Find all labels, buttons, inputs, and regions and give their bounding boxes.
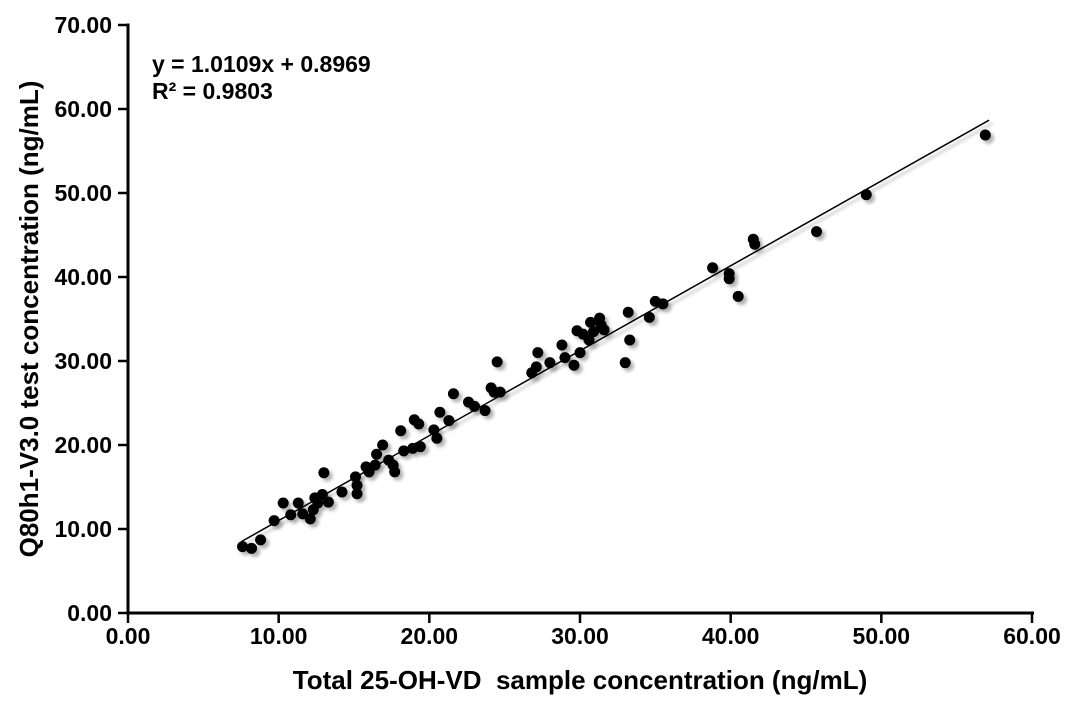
data-point [377, 439, 389, 451]
data-point [532, 347, 544, 359]
data-points [237, 129, 991, 554]
data-point [431, 432, 443, 444]
x-tick-label: 30.00 [551, 623, 609, 649]
data-point [979, 129, 991, 141]
data-point [723, 273, 735, 285]
x-tick-label: 10.00 [250, 623, 308, 649]
data-point [657, 298, 669, 310]
data-point [322, 496, 334, 508]
data-point [316, 489, 328, 501]
data-point [318, 467, 330, 479]
x-axis-ticks: 0.00 10.00 20.00 30.00 40.00 50.00 60.00 [106, 613, 1061, 649]
data-point [447, 388, 459, 400]
r-squared-label: R² = 0.9803 [152, 78, 273, 104]
data-point [351, 479, 363, 491]
data-point [598, 324, 610, 336]
data-point [491, 356, 503, 368]
data-point [255, 534, 267, 546]
data-point [643, 311, 655, 323]
x-axis-title: Total 25-OH-VD sample concentration (ng/… [293, 665, 867, 695]
x-tick-label: 20.00 [401, 623, 459, 649]
x-tick-label: 40.00 [702, 623, 760, 649]
data-point [398, 445, 410, 457]
data-point [292, 497, 304, 509]
y-tick-label: 30.00 [54, 348, 112, 374]
data-point [371, 448, 383, 460]
x-tick-label: 0.00 [106, 623, 151, 649]
data-point [707, 262, 719, 274]
y-tick-label: 60.00 [54, 96, 112, 122]
data-point [285, 509, 297, 521]
data-point [351, 488, 363, 500]
data-point [414, 441, 426, 453]
data-point [568, 359, 580, 371]
y-axis-ticks: 0.00 10.00 20.00 30.00 40.00 50.00 60.00 70.00 [54, 12, 128, 626]
data-point [479, 405, 491, 417]
data-point [544, 357, 556, 369]
data-point [277, 497, 289, 509]
data-point [246, 542, 258, 554]
data-point [413, 418, 425, 430]
data-point [369, 459, 381, 471]
y-tick-label: 10.00 [54, 516, 112, 542]
data-point [585, 316, 597, 328]
data-point [268, 515, 280, 527]
data-point [588, 326, 600, 338]
data-point [443, 415, 455, 427]
y-tick-label: 0.00 [67, 600, 112, 626]
data-point [389, 466, 401, 478]
data-point [749, 238, 761, 250]
data-point [860, 189, 872, 201]
data-point [574, 347, 586, 359]
data-point [622, 306, 634, 318]
data-point [494, 386, 506, 398]
data-point [237, 541, 249, 553]
data-point [530, 361, 542, 373]
data-point [619, 357, 631, 369]
y-tick-label: 50.00 [54, 180, 112, 206]
equation-label: y = 1.0109x + 0.8969 [152, 51, 371, 77]
y-axis-title: Q80h1-V3.0 test concentration (ng/mL) [14, 81, 44, 558]
data-point [395, 425, 407, 437]
data-point [469, 400, 481, 412]
data-point [559, 352, 571, 364]
y-tick-label: 20.00 [54, 432, 112, 458]
x-tick-label: 60.00 [1003, 623, 1061, 649]
y-tick-label: 70.00 [54, 12, 112, 38]
data-point [556, 339, 568, 351]
data-point [434, 406, 446, 418]
data-point [732, 290, 744, 302]
data-point [624, 334, 636, 346]
data-point [350, 471, 362, 483]
data-point [811, 226, 823, 238]
data-point [336, 486, 348, 498]
x-tick-label: 50.00 [853, 623, 911, 649]
data-point [583, 334, 595, 346]
y-tick-label: 40.00 [54, 264, 112, 290]
axes [126, 23, 1034, 615]
data-point [312, 497, 324, 509]
data-point [428, 424, 440, 436]
data-point [304, 513, 316, 525]
